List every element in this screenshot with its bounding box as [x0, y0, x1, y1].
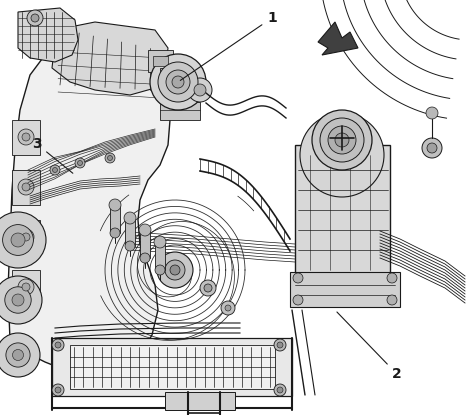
Bar: [110, 205, 120, 233]
Bar: [153, 56, 168, 66]
Circle shape: [221, 301, 235, 315]
Circle shape: [335, 133, 349, 147]
Circle shape: [75, 158, 85, 168]
Polygon shape: [318, 22, 358, 55]
Circle shape: [125, 241, 135, 251]
Circle shape: [18, 129, 34, 145]
Circle shape: [277, 387, 283, 393]
Circle shape: [124, 212, 136, 224]
Circle shape: [55, 387, 61, 393]
Bar: [12, 120, 40, 155]
Bar: [290, 272, 400, 307]
Circle shape: [18, 179, 34, 195]
Circle shape: [0, 333, 40, 377]
Circle shape: [204, 284, 212, 292]
Circle shape: [0, 212, 46, 268]
Bar: [295, 145, 390, 275]
Circle shape: [387, 295, 397, 305]
Circle shape: [172, 76, 184, 88]
Circle shape: [53, 168, 57, 173]
Bar: [155, 242, 165, 270]
Circle shape: [27, 10, 43, 26]
Circle shape: [12, 349, 24, 361]
Bar: [125, 218, 135, 246]
Bar: [70, 345, 275, 389]
Bar: [12, 270, 40, 305]
Bar: [12, 170, 40, 205]
Circle shape: [300, 113, 384, 197]
Text: 1: 1: [180, 11, 277, 81]
Polygon shape: [18, 8, 78, 62]
Bar: [165, 392, 235, 410]
Text: 2: 2: [337, 312, 402, 381]
Circle shape: [387, 273, 397, 283]
Circle shape: [157, 252, 193, 288]
Circle shape: [426, 107, 438, 119]
Polygon shape: [8, 40, 170, 374]
Circle shape: [165, 260, 185, 280]
Circle shape: [155, 265, 165, 275]
Circle shape: [422, 138, 442, 158]
Circle shape: [55, 342, 61, 348]
Circle shape: [18, 229, 34, 245]
Circle shape: [105, 153, 115, 163]
Circle shape: [170, 265, 180, 275]
Circle shape: [52, 339, 64, 351]
Circle shape: [109, 199, 121, 211]
Circle shape: [200, 280, 216, 296]
Circle shape: [22, 283, 30, 291]
Bar: [52, 338, 292, 396]
Circle shape: [2, 225, 33, 255]
Bar: [160, 68, 182, 83]
Bar: [148, 50, 173, 72]
Bar: [160, 102, 200, 120]
Circle shape: [274, 384, 286, 396]
Circle shape: [312, 110, 372, 170]
Circle shape: [139, 224, 151, 236]
Circle shape: [150, 54, 206, 110]
Circle shape: [22, 133, 30, 141]
Circle shape: [110, 228, 120, 238]
Text: 3: 3: [32, 137, 73, 173]
Circle shape: [5, 287, 31, 313]
Circle shape: [50, 165, 60, 175]
Circle shape: [328, 126, 356, 154]
Circle shape: [31, 14, 39, 22]
Circle shape: [293, 295, 303, 305]
Circle shape: [194, 84, 206, 96]
Circle shape: [18, 279, 34, 295]
Circle shape: [22, 183, 30, 191]
Circle shape: [78, 161, 82, 166]
Circle shape: [188, 78, 212, 102]
Circle shape: [52, 384, 64, 396]
Circle shape: [22, 233, 30, 241]
Circle shape: [108, 156, 112, 161]
Circle shape: [427, 143, 437, 153]
Bar: [140, 230, 150, 258]
Circle shape: [11, 233, 25, 247]
Circle shape: [293, 273, 303, 283]
Circle shape: [6, 343, 30, 367]
Circle shape: [154, 236, 166, 248]
Circle shape: [225, 305, 231, 311]
Circle shape: [0, 276, 42, 324]
Polygon shape: [52, 22, 168, 95]
Circle shape: [277, 342, 283, 348]
Circle shape: [320, 118, 364, 162]
Circle shape: [166, 70, 190, 94]
Circle shape: [158, 62, 198, 102]
Circle shape: [140, 253, 150, 263]
Bar: [12, 220, 40, 255]
Circle shape: [12, 294, 24, 306]
Circle shape: [274, 339, 286, 351]
